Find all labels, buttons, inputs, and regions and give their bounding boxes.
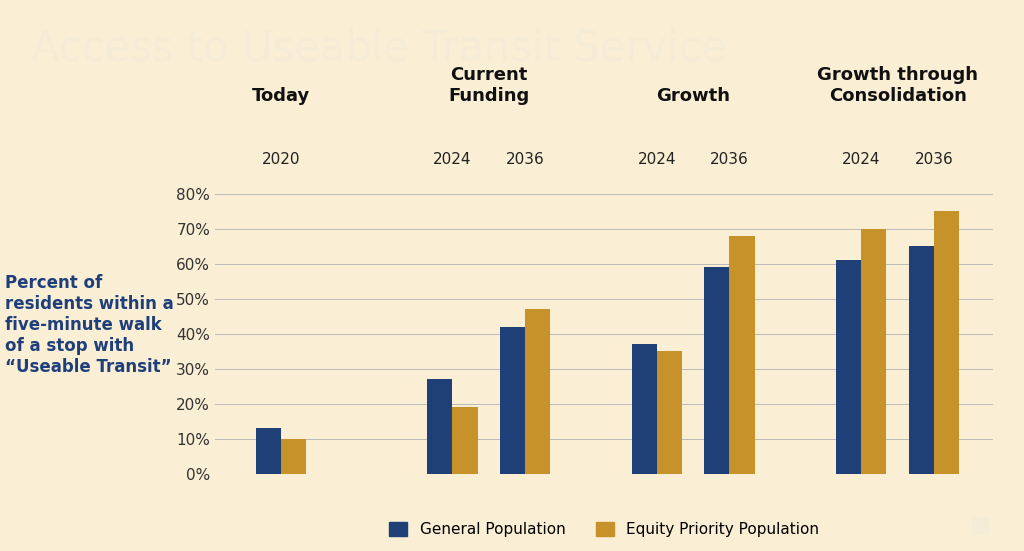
Text: Growth through
Consolidation: Growth through Consolidation — [817, 66, 978, 105]
Bar — [934, 212, 959, 474]
Legend: General Population, Equity Priority Population: General Population, Equity Priority Popu… — [383, 516, 825, 544]
Text: 2024: 2024 — [433, 153, 472, 168]
Text: 2036: 2036 — [710, 153, 749, 168]
Bar — [657, 352, 682, 474]
Bar — [500, 327, 525, 474]
Text: 2024: 2024 — [638, 153, 676, 168]
Text: Growth: Growth — [656, 87, 730, 105]
Bar — [453, 407, 477, 474]
Text: 2024: 2024 — [842, 153, 881, 168]
Text: 2036: 2036 — [914, 153, 953, 168]
Bar — [525, 309, 550, 474]
Bar — [729, 236, 755, 474]
Bar — [256, 428, 281, 474]
Bar — [861, 229, 887, 474]
Bar — [427, 379, 453, 474]
Text: ■: ■ — [970, 515, 991, 535]
Text: Percent of
residents within a
five-minute walk
of a stop with
“Useable Transit”: Percent of residents within a five-minut… — [5, 274, 174, 376]
Bar — [909, 246, 934, 474]
Bar — [632, 344, 657, 474]
Bar — [705, 267, 729, 474]
Bar — [837, 260, 861, 474]
Text: Today: Today — [252, 87, 310, 105]
Text: 2036: 2036 — [506, 153, 545, 168]
Text: Current
Funding: Current Funding — [449, 66, 529, 105]
Text: 2020: 2020 — [262, 153, 300, 168]
Bar — [281, 439, 306, 474]
Text: Access to Useable Transit Service: Access to Useable Transit Service — [31, 27, 727, 69]
